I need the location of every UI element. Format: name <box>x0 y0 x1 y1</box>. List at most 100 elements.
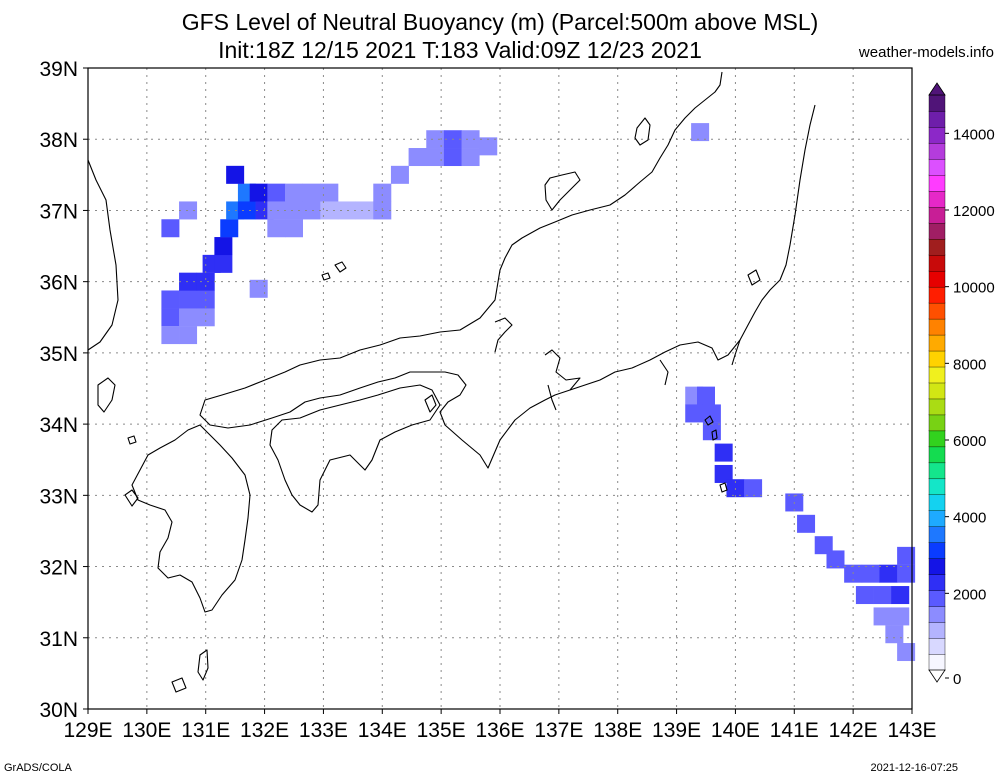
axis-labels: 129E 130E 131E 132E 133E 134E 135E 136E 137E 138E… <box>39 58 936 742</box>
coast-oki2 <box>321 272 331 281</box>
colorbar-swatch <box>928 334 946 352</box>
buoyancy-cell <box>826 550 845 569</box>
buoyancy-cell <box>226 165 245 184</box>
buoyancy-cell <box>320 183 339 202</box>
lon-tick-label: 137E <box>534 719 583 742</box>
buoyancy-cell <box>179 326 198 345</box>
buoyancy-cell <box>879 564 898 583</box>
coast-tokyo-bay <box>731 339 741 366</box>
colorbar-tick-label: 6000 <box>953 433 986 450</box>
colorbar-swatch <box>928 238 946 256</box>
buoyancy-cell <box>285 183 303 202</box>
colorbar-swatch <box>928 174 946 192</box>
lon-tick-label: 143E <box>887 719 936 742</box>
buoyancy-cell <box>161 290 180 309</box>
buoyancy-cell <box>897 643 916 662</box>
buoyancy-cell <box>267 201 286 220</box>
lon-tick-label: 134E <box>358 719 407 742</box>
buoyancy-cell <box>897 564 916 583</box>
lat-tick-label: 34N <box>39 414 78 437</box>
coast-boso <box>747 269 761 286</box>
coast-tsushima <box>97 377 116 413</box>
map-frame <box>87 67 913 710</box>
colorbar-swatch <box>928 414 946 432</box>
buoyancy-cell <box>426 130 445 149</box>
colorbar-swatch <box>928 542 946 559</box>
lat-tick-label: 33N <box>39 485 78 508</box>
buoyancy-cell <box>814 536 833 555</box>
coast-honshu-north <box>496 71 723 289</box>
lat-tick-label: 32N <box>39 557 78 580</box>
buoyancy-cell <box>249 279 268 298</box>
buoyancy-cell <box>179 272 198 291</box>
buoyancy-cell <box>390 165 409 184</box>
coast-hachijo <box>711 429 718 441</box>
colorbar-swatch <box>928 206 946 224</box>
colorbar-tick-label: 8000 <box>953 356 986 373</box>
buoyancy-cell <box>685 404 704 423</box>
colorbar-swatch <box>928 270 946 288</box>
buoyancy-cell <box>714 443 733 462</box>
buoyancy-cell <box>461 148 480 167</box>
buoyancy-cell <box>426 148 445 167</box>
buoyancy-cell <box>355 201 374 220</box>
lon-tick-label: 142E <box>829 719 878 742</box>
colorbar-swatch <box>928 286 946 304</box>
buoyancy-cell <box>861 564 880 583</box>
colorbar-swatch <box>928 557 946 575</box>
lat-tick-label: 37N <box>39 200 78 223</box>
coast-goto <box>124 489 139 507</box>
buoyancy-cell <box>320 201 339 220</box>
lon-tick-label: 129E <box>63 719 112 742</box>
buoyancy-cell <box>267 183 286 202</box>
lon-tick-label: 141E <box>770 719 819 742</box>
coast-kii <box>544 349 581 391</box>
buoyancy-cell <box>161 219 180 238</box>
buoyancy-cell <box>873 586 892 605</box>
lon-tick-label: 138E <box>593 719 642 742</box>
buoyancy-cell <box>249 183 268 202</box>
buoyancy-cell <box>702 422 721 441</box>
buoyancy-cell <box>461 130 480 149</box>
lon-tick-label: 140E <box>711 719 760 742</box>
colorbar-tick-label: 12000 <box>953 203 995 220</box>
lon-tick-label: 136E <box>475 719 524 742</box>
colorbar-tick-label: 4000 <box>953 510 986 527</box>
colorbar-max-arrow <box>928 82 946 96</box>
lon-tick-label: 133E <box>299 719 348 742</box>
lon-tick-label: 139E <box>652 719 701 742</box>
buoyancy-cell <box>302 201 321 220</box>
buoyancy-cell <box>744 479 763 498</box>
buoyancy-cell <box>337 201 356 220</box>
coast-honshu-west <box>199 104 816 469</box>
site-credit: weather-models.info <box>858 44 994 61</box>
coast-wakasa <box>494 317 513 353</box>
coast-korea <box>87 159 119 351</box>
coast-oki <box>334 261 347 273</box>
buoyancy-cell <box>891 586 910 605</box>
buoyancy-cell <box>302 183 321 202</box>
page-title-line2: Init:18Z 12/15 2021 T:183 Valid:09Z 12/2… <box>218 37 702 63</box>
colorbar-swatch <box>928 318 946 336</box>
buoyancy-cell <box>891 607 910 626</box>
colorbar-tick-label: 10000 <box>953 280 995 297</box>
colorbar-swatch <box>928 254 946 272</box>
colorbar-tick-label: 0 <box>953 671 961 688</box>
colorbar-swatch <box>928 462 946 480</box>
lat-tick-label: 31N <box>39 628 78 651</box>
colorbar-swatch <box>928 510 946 527</box>
graticule <box>88 68 912 709</box>
lat-tick-label: 35N <box>39 343 78 366</box>
colorbar-swatch <box>928 110 946 128</box>
buoyancy-cell <box>373 183 392 202</box>
footer-timestamp: 2021-12-16-07:25 <box>870 762 958 774</box>
lon-tick-label: 131E <box>181 719 230 742</box>
buoyancy-cell <box>237 201 256 220</box>
buoyancy-cell <box>196 272 215 291</box>
lat-tick-label: 30N <box>39 699 78 722</box>
coast-miyake <box>719 482 728 493</box>
colorbar-swatch <box>928 605 946 623</box>
map-border <box>87 67 913 710</box>
buoyancy-cell <box>161 308 180 327</box>
